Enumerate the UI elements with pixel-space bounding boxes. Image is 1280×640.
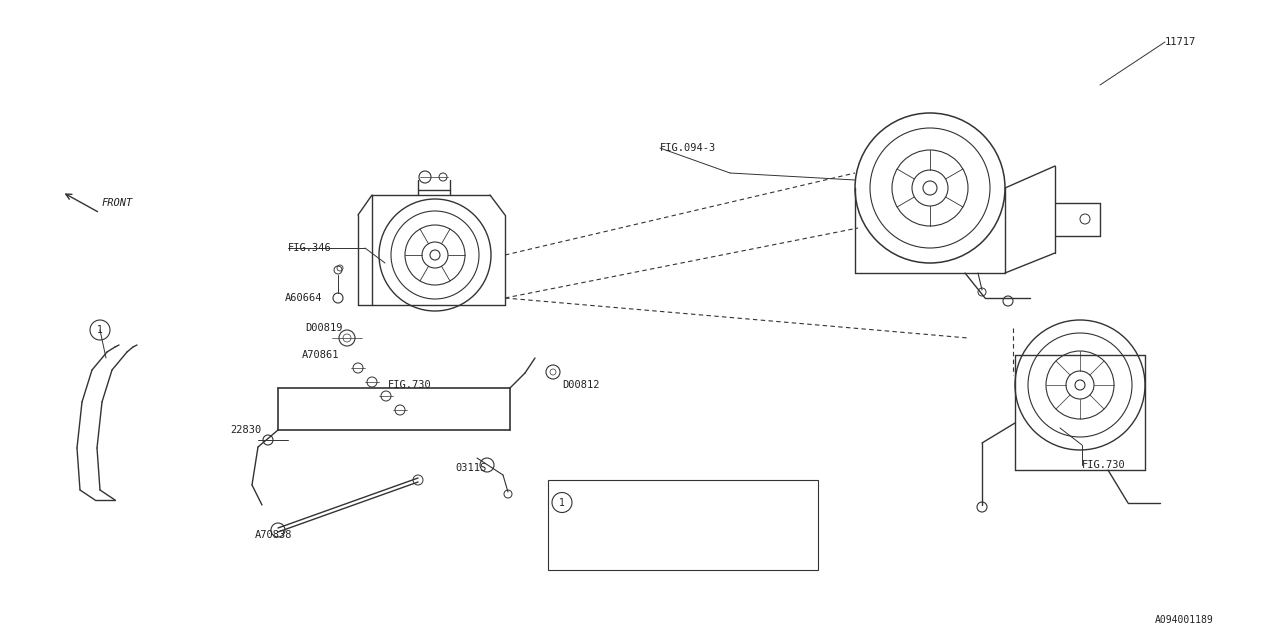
Text: 1: 1 — [559, 497, 564, 508]
Text: FIG.346: FIG.346 — [288, 243, 332, 253]
Text: A70838: A70838 — [255, 530, 293, 540]
Bar — [548, 480, 818, 570]
Text: 0311S: 0311S — [454, 463, 486, 473]
Text: A70861: A70861 — [302, 350, 339, 360]
Text: 11717: 11717 — [1165, 37, 1197, 47]
Text: D00812: D00812 — [562, 380, 599, 390]
Text: FIG.730: FIG.730 — [1082, 460, 1125, 470]
Text: A60664: A60664 — [285, 293, 323, 303]
Text: 1: 1 — [97, 325, 102, 335]
Text: K21842 （'06MY0501-）: K21842 （'06MY0501-） — [580, 543, 699, 552]
Text: A094001189: A094001189 — [1155, 615, 1213, 625]
Text: FIG.094-3: FIG.094-3 — [660, 143, 717, 153]
Text: FIG.730: FIG.730 — [388, 380, 431, 390]
Text: 22830: 22830 — [230, 425, 261, 435]
Text: D00819: D00819 — [305, 323, 343, 333]
Text: FRONT: FRONT — [102, 198, 133, 208]
Text: K21830 （-'05MY0503）: K21830 （-'05MY0503） — [580, 497, 699, 508]
